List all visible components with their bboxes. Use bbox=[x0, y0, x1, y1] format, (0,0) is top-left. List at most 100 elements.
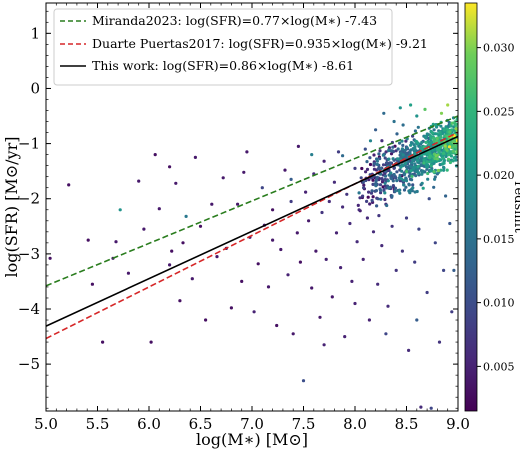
scatter-point bbox=[384, 150, 388, 154]
scatter-point bbox=[318, 315, 322, 319]
scatter-point bbox=[439, 145, 443, 149]
scatter-point bbox=[425, 165, 429, 169]
scatter-point bbox=[420, 140, 424, 144]
scatter-point bbox=[404, 176, 408, 180]
scatter-point bbox=[296, 144, 300, 148]
scatter-point bbox=[427, 143, 431, 147]
y-axis: 1 0 −1 −2 −3 −4 −5 bbox=[18, 10, 458, 409]
scatter-point bbox=[286, 273, 290, 277]
scatter-point bbox=[390, 177, 394, 181]
scatter-point bbox=[400, 147, 404, 151]
scatter-point bbox=[334, 231, 339, 235]
scatter-point bbox=[401, 153, 405, 157]
legend: Miranda2023: log(SFR)=0.77×log(M∗) -7.43… bbox=[53, 8, 428, 86]
scatter-point bbox=[411, 183, 415, 187]
scatter-point bbox=[210, 202, 214, 206]
scatter-point bbox=[409, 141, 413, 145]
scatter-point bbox=[450, 146, 454, 150]
scatter-point bbox=[67, 183, 71, 187]
scatter-point bbox=[384, 161, 389, 165]
scatter-point bbox=[381, 163, 386, 167]
scatter-point bbox=[417, 171, 421, 175]
scatter-point bbox=[404, 185, 408, 189]
scatter-point bbox=[190, 277, 194, 281]
scatter-point bbox=[432, 128, 436, 132]
scatter-point bbox=[355, 240, 359, 244]
scatter-point bbox=[279, 247, 283, 252]
scatter-point bbox=[341, 205, 345, 209]
colorbar bbox=[464, 2, 478, 412]
scatter-point bbox=[275, 323, 279, 328]
scatter-point bbox=[443, 144, 447, 148]
scatter-point bbox=[454, 127, 458, 131]
scatter-point bbox=[221, 176, 225, 180]
scatter-point bbox=[404, 179, 409, 183]
scatter-point bbox=[433, 177, 437, 181]
scatter-point bbox=[307, 219, 311, 223]
colorbar-ticks: 0.005 0.010 0.015 0.020 0.025 0.030 bbox=[477, 42, 515, 373]
scatter-point bbox=[375, 162, 379, 167]
scatter-point bbox=[383, 181, 387, 185]
scatter-point bbox=[379, 166, 383, 170]
legend-box bbox=[53, 8, 393, 86]
scatter-point bbox=[373, 162, 377, 166]
scatter-point bbox=[387, 149, 391, 153]
scatter-point bbox=[425, 160, 429, 164]
scatter-point bbox=[361, 180, 365, 184]
legend-entry-miranda: Miranda2023: log(SFR)=0.77×log(M∗) -7.43 bbox=[92, 13, 377, 28]
scatter-point bbox=[431, 122, 435, 126]
scatter-point bbox=[442, 161, 446, 165]
scatter-point bbox=[266, 285, 271, 289]
scatter-point bbox=[421, 186, 425, 190]
x-tick-label: 5.0 bbox=[34, 415, 58, 433]
scatter-point bbox=[170, 249, 174, 253]
scatter-point bbox=[310, 153, 314, 157]
scatter-point bbox=[383, 191, 387, 195]
scatter-point bbox=[404, 165, 408, 169]
scatter-point bbox=[386, 179, 390, 183]
scatter-point bbox=[392, 119, 396, 124]
scatter-point bbox=[394, 149, 398, 153]
scatter-point bbox=[374, 184, 378, 188]
scatter-point bbox=[415, 140, 419, 144]
scatter-point bbox=[416, 125, 420, 129]
scatter-point bbox=[365, 167, 370, 171]
scatter-point bbox=[398, 106, 402, 110]
scatter-point bbox=[384, 332, 388, 336]
scatter-point bbox=[252, 310, 256, 314]
scatter-point bbox=[376, 197, 380, 201]
x-tick-label: 7.0 bbox=[240, 415, 264, 433]
scatter-point bbox=[422, 145, 426, 149]
scatter-point bbox=[370, 198, 374, 202]
scatter-point bbox=[366, 195, 370, 199]
scatter-point bbox=[399, 177, 403, 181]
scatter-point bbox=[368, 156, 372, 160]
scatter-point bbox=[415, 114, 419, 118]
scatter-point bbox=[382, 111, 386, 115]
scatter-point bbox=[416, 164, 420, 168]
scatter-point bbox=[403, 161, 408, 165]
scatter-point bbox=[387, 157, 391, 161]
scatter-point bbox=[362, 183, 366, 187]
colorbar-tick-label: 0.005 bbox=[483, 360, 515, 373]
scatter-point bbox=[378, 188, 383, 192]
scatter-point bbox=[365, 216, 369, 220]
scatter-point bbox=[424, 140, 428, 144]
scatter-point bbox=[387, 186, 391, 190]
scatter-point bbox=[389, 152, 394, 156]
scatter-point bbox=[454, 158, 458, 162]
scatter-point bbox=[454, 122, 458, 126]
scatter-point bbox=[391, 184, 395, 188]
scatter-point bbox=[383, 177, 387, 182]
colorbar-tick-label: 0.020 bbox=[483, 169, 515, 182]
scatter-point bbox=[429, 143, 433, 147]
y-tick-label: −4 bbox=[18, 300, 40, 318]
scatter-point bbox=[396, 147, 400, 151]
scatter-point bbox=[398, 141, 402, 145]
scatter-point bbox=[423, 107, 427, 111]
scatter-point bbox=[439, 111, 444, 115]
scatter-point bbox=[400, 249, 404, 253]
scatter-point bbox=[420, 181, 424, 185]
scatter-point bbox=[417, 227, 421, 231]
scatter-point bbox=[361, 194, 365, 198]
